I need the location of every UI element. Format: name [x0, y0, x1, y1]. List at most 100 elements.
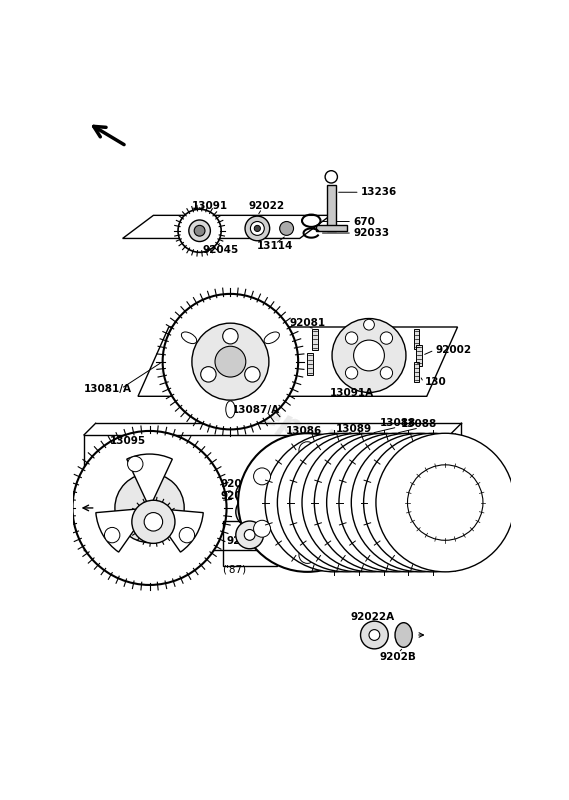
Text: 13087/A: 13087/A: [232, 405, 280, 415]
Circle shape: [194, 226, 205, 236]
Circle shape: [376, 434, 514, 572]
Text: 92045: 92045: [202, 245, 238, 255]
Circle shape: [380, 366, 393, 379]
Polygon shape: [307, 353, 313, 374]
Circle shape: [280, 222, 294, 235]
Circle shape: [144, 513, 163, 531]
Circle shape: [178, 209, 221, 252]
Circle shape: [302, 434, 440, 572]
Polygon shape: [417, 346, 422, 366]
Circle shape: [189, 220, 211, 242]
Circle shape: [277, 434, 416, 572]
Circle shape: [115, 474, 184, 542]
Circle shape: [364, 319, 374, 330]
Ellipse shape: [226, 401, 235, 418]
Circle shape: [192, 323, 269, 400]
Text: 13089: 13089: [336, 424, 372, 434]
Circle shape: [346, 465, 422, 540]
Text: PartsRepublik: PartsRepublik: [156, 353, 384, 480]
Circle shape: [215, 346, 246, 377]
Circle shape: [163, 294, 298, 430]
Circle shape: [254, 468, 270, 485]
Circle shape: [245, 216, 270, 241]
Circle shape: [345, 332, 358, 344]
Ellipse shape: [264, 332, 279, 344]
Circle shape: [179, 527, 195, 543]
Circle shape: [105, 527, 120, 543]
Circle shape: [244, 490, 253, 498]
Circle shape: [361, 621, 388, 649]
Circle shape: [351, 434, 490, 572]
Circle shape: [339, 434, 477, 572]
Text: 13095: 13095: [110, 436, 146, 446]
Circle shape: [325, 170, 337, 183]
Text: 92022A: 92022A: [226, 536, 271, 546]
Circle shape: [369, 630, 380, 640]
Circle shape: [321, 465, 397, 540]
Circle shape: [254, 520, 270, 538]
Circle shape: [269, 464, 346, 541]
Text: 130: 130: [425, 378, 447, 387]
Text: 13086: 13086: [286, 426, 321, 436]
Circle shape: [132, 500, 175, 543]
Circle shape: [245, 506, 257, 518]
Bar: [222, 521, 277, 566]
Circle shape: [201, 366, 216, 382]
Text: 92022A: 92022A: [351, 612, 395, 622]
Circle shape: [236, 482, 261, 506]
Text: 92022B: 92022B: [220, 479, 265, 489]
Ellipse shape: [182, 332, 197, 344]
Circle shape: [299, 546, 316, 563]
Circle shape: [370, 465, 446, 540]
Wedge shape: [96, 508, 150, 552]
Wedge shape: [127, 454, 172, 508]
Circle shape: [344, 520, 361, 538]
Text: 9202B: 9202B: [380, 651, 417, 662]
Text: 13088: 13088: [380, 418, 415, 428]
Polygon shape: [312, 329, 318, 350]
Circle shape: [395, 465, 471, 540]
Circle shape: [332, 318, 406, 393]
Ellipse shape: [395, 622, 413, 647]
Polygon shape: [414, 330, 419, 350]
Circle shape: [236, 496, 267, 527]
Circle shape: [250, 222, 264, 235]
Circle shape: [407, 465, 483, 540]
Wedge shape: [150, 508, 203, 552]
Text: 92081: 92081: [289, 318, 325, 328]
Circle shape: [309, 465, 385, 540]
Circle shape: [358, 465, 434, 540]
Text: 13091: 13091: [192, 201, 228, 211]
Text: 92022: 92022: [248, 201, 284, 211]
Circle shape: [364, 434, 502, 572]
Circle shape: [254, 226, 261, 231]
Text: 13081/A: 13081/A: [84, 384, 132, 394]
Circle shape: [290, 486, 324, 519]
Circle shape: [265, 434, 403, 572]
Circle shape: [314, 434, 453, 572]
Circle shape: [380, 332, 393, 344]
Circle shape: [236, 521, 263, 549]
Circle shape: [238, 434, 377, 572]
Circle shape: [333, 465, 409, 540]
Polygon shape: [414, 362, 419, 382]
Circle shape: [222, 329, 238, 344]
Text: ('87): ('87): [222, 565, 246, 574]
Circle shape: [290, 434, 428, 572]
Circle shape: [327, 434, 465, 572]
Text: 13091A: 13091A: [330, 388, 374, 398]
Circle shape: [296, 465, 372, 540]
Circle shape: [72, 431, 226, 585]
Text: 92002: 92002: [436, 345, 472, 355]
Circle shape: [245, 366, 260, 382]
Circle shape: [353, 340, 385, 371]
Text: 92033: 92033: [353, 228, 390, 238]
Bar: [316, 225, 347, 230]
Circle shape: [127, 456, 143, 472]
Circle shape: [244, 530, 255, 540]
Text: 670: 670: [353, 217, 376, 226]
Text: 13236: 13236: [361, 187, 398, 198]
Text: 13114: 13114: [257, 241, 293, 251]
Bar: [327, 185, 336, 230]
Text: 13088: 13088: [401, 419, 437, 429]
